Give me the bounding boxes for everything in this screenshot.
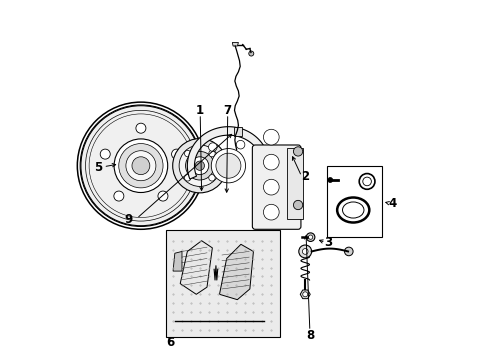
Text: 6: 6 bbox=[166, 336, 174, 349]
Polygon shape bbox=[232, 42, 238, 46]
Text: 4: 4 bbox=[388, 197, 396, 210]
Text: 7: 7 bbox=[223, 104, 231, 117]
Circle shape bbox=[263, 179, 279, 195]
Text: 3: 3 bbox=[324, 236, 332, 249]
Circle shape bbox=[248, 51, 253, 56]
Polygon shape bbox=[300, 290, 309, 299]
Circle shape bbox=[100, 149, 110, 159]
Bar bbox=[165, 230, 280, 337]
Polygon shape bbox=[173, 251, 182, 271]
Circle shape bbox=[172, 139, 226, 193]
Circle shape bbox=[132, 157, 149, 175]
Text: 2: 2 bbox=[301, 170, 308, 183]
Circle shape bbox=[185, 152, 214, 180]
Circle shape bbox=[327, 177, 332, 183]
Bar bbox=[233, 127, 241, 136]
Circle shape bbox=[190, 157, 208, 175]
Circle shape bbox=[263, 129, 279, 145]
Circle shape bbox=[344, 247, 352, 256]
Circle shape bbox=[298, 245, 311, 258]
Circle shape bbox=[308, 235, 312, 239]
FancyBboxPatch shape bbox=[252, 145, 300, 229]
Text: 8: 8 bbox=[306, 329, 314, 342]
Circle shape bbox=[81, 106, 201, 226]
Text: 9: 9 bbox=[124, 213, 132, 226]
Circle shape bbox=[179, 145, 220, 186]
Circle shape bbox=[208, 143, 217, 152]
Circle shape bbox=[184, 175, 190, 181]
Circle shape bbox=[114, 191, 123, 201]
Circle shape bbox=[125, 151, 156, 181]
Polygon shape bbox=[187, 127, 269, 179]
Polygon shape bbox=[180, 241, 212, 294]
Circle shape bbox=[208, 150, 215, 157]
Circle shape bbox=[208, 175, 215, 181]
Circle shape bbox=[293, 147, 302, 156]
Circle shape bbox=[293, 201, 302, 210]
Text: 1: 1 bbox=[196, 104, 204, 117]
Circle shape bbox=[211, 149, 245, 183]
Circle shape bbox=[305, 233, 314, 242]
Circle shape bbox=[263, 154, 279, 170]
Circle shape bbox=[119, 144, 163, 188]
Circle shape bbox=[158, 191, 167, 201]
Bar bbox=[326, 166, 381, 237]
Circle shape bbox=[302, 249, 307, 254]
Circle shape bbox=[263, 204, 279, 220]
Bar bbox=[287, 148, 303, 219]
Circle shape bbox=[302, 292, 307, 297]
Polygon shape bbox=[219, 244, 253, 300]
Circle shape bbox=[216, 153, 241, 178]
Circle shape bbox=[136, 123, 145, 133]
Text: 5: 5 bbox=[94, 161, 102, 174]
Circle shape bbox=[171, 149, 181, 159]
Circle shape bbox=[114, 139, 167, 193]
Circle shape bbox=[184, 150, 190, 157]
Circle shape bbox=[236, 140, 244, 149]
Circle shape bbox=[195, 161, 204, 170]
